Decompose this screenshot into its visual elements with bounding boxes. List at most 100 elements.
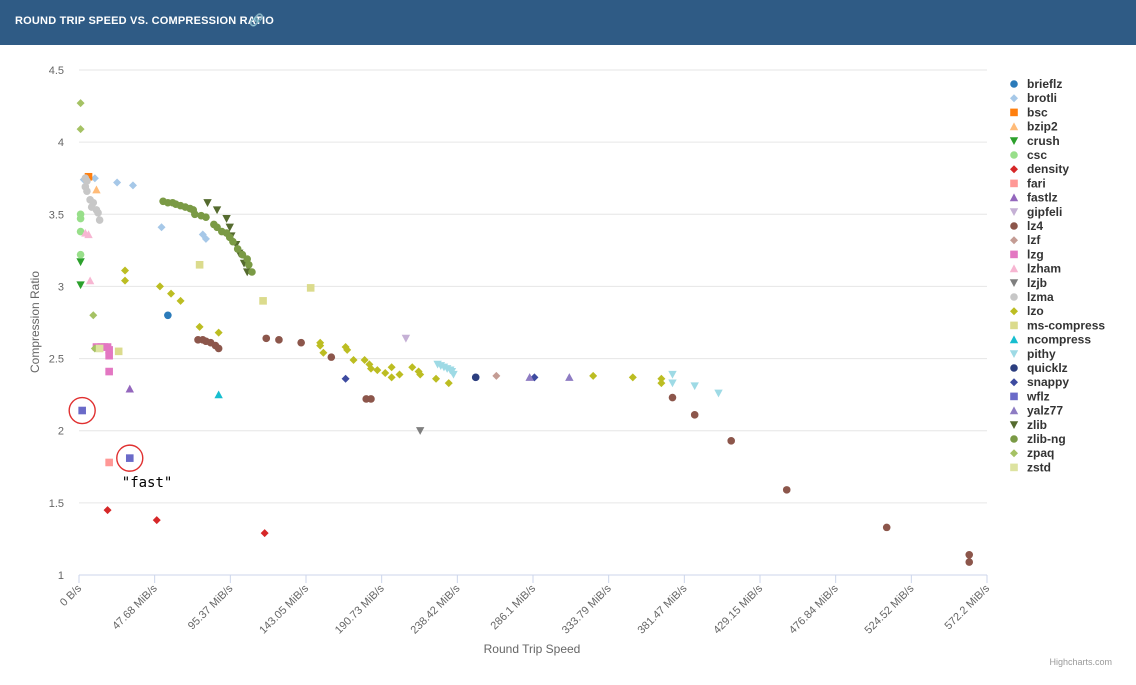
point-lz4[interactable]	[727, 437, 735, 445]
point-snappy[interactable]	[341, 374, 350, 383]
point-csc[interactable]	[76, 227, 85, 236]
legend-item-bzip2[interactable]: bzip2	[1009, 120, 1058, 134]
point-yalz77[interactable]	[525, 373, 534, 381]
credits-text[interactable]: Highcharts.com	[1049, 657, 1112, 667]
point-lzma[interactable]	[95, 216, 104, 224]
point-zlib-ng[interactable]	[243, 255, 252, 263]
point-brieflz[interactable]	[164, 311, 172, 320]
legend-item-wflz[interactable]: wflz	[1010, 389, 1050, 403]
legend-marker-lzma[interactable]	[1010, 293, 1018, 301]
point-lzo[interactable]	[432, 374, 441, 383]
legend-item-lzg[interactable]: lzg	[1010, 247, 1044, 261]
link-icon[interactable]: 🔗	[249, 13, 264, 27]
legend-item-lzma[interactable]: lzma	[1010, 290, 1054, 304]
point-pithy[interactable]	[690, 382, 699, 391]
legend-item-zlib[interactable]: zlib	[1009, 418, 1047, 432]
legend-item-lzf[interactable]: lzf	[1010, 233, 1041, 247]
point-pithy[interactable]	[668, 379, 677, 388]
legend-marker-brotli[interactable]	[1010, 94, 1018, 103]
point-brotli[interactable]	[90, 174, 99, 183]
legend-item-yalz77[interactable]: yalz77	[1009, 404, 1064, 418]
point-pithy[interactable]	[714, 389, 723, 398]
point-density[interactable]	[260, 529, 269, 538]
point-lzham[interactable]	[84, 230, 93, 239]
point-lzjb[interactable]	[415, 427, 425, 435]
legend-marker-lzg[interactable]	[1010, 250, 1018, 259]
point-pithy[interactable]	[668, 370, 677, 379]
point-zlib[interactable]	[212, 206, 222, 215]
point-ms-compress[interactable]	[259, 297, 267, 305]
point-zlib[interactable]	[225, 223, 234, 232]
point-csc[interactable]	[76, 250, 85, 259]
point-lz4[interactable]	[367, 395, 375, 403]
point-lzo[interactable]	[176, 296, 185, 305]
point-lzg[interactable]	[105, 346, 113, 354]
legend-marker-quicklz[interactable]	[1010, 364, 1018, 372]
point-lzo[interactable]	[349, 356, 358, 365]
point-lz4[interactable]	[965, 551, 974, 559]
legend-item-brotli[interactable]: brotli	[1010, 91, 1057, 105]
point-zpaq[interactable]	[89, 311, 98, 320]
point-brotli[interactable]	[113, 178, 122, 187]
legend-item-zstd[interactable]: zstd	[1010, 460, 1051, 474]
point-lz4[interactable]	[782, 486, 791, 494]
point-lzo[interactable]	[155, 282, 164, 291]
legend-marker-pithy[interactable]	[1009, 350, 1019, 358]
legend-marker-ms-compress[interactable]	[1010, 321, 1018, 330]
point-lzham[interactable]	[85, 276, 95, 285]
point-zlib-ng[interactable]	[202, 213, 210, 221]
point-lzo[interactable]	[121, 276, 130, 285]
legend-item-fastlz[interactable]: fastlz	[1009, 191, 1058, 205]
point-fari[interactable]	[105, 458, 113, 467]
legend-item-ms-compress[interactable]: ms-compress	[1010, 318, 1105, 332]
point-zlib-ng[interactable]	[248, 268, 256, 276]
legend-item-ncompress[interactable]: ncompress	[1009, 333, 1092, 347]
point-brotli[interactable]	[201, 234, 210, 243]
point-zstd[interactable]	[95, 344, 104, 353]
legend-marker-crush[interactable]	[1009, 137, 1019, 145]
point-lzo[interactable]	[360, 356, 369, 365]
legend-item-gipfeli[interactable]: gipfeli	[1009, 205, 1063, 219]
point-lzo[interactable]	[195, 322, 204, 331]
point-lzo[interactable]	[381, 369, 390, 377]
point-lzo[interactable]	[628, 373, 637, 382]
point-lzo[interactable]	[319, 348, 328, 357]
point-lzo[interactable]	[343, 345, 352, 354]
point-lzo[interactable]	[395, 370, 404, 379]
legend-marker-density[interactable]	[1010, 165, 1018, 174]
point-wflz[interactable]	[125, 454, 134, 462]
point-zlib-ng[interactable]	[244, 260, 253, 269]
point-density[interactable]	[103, 506, 112, 515]
legend-marker-lzf[interactable]	[1010, 236, 1018, 245]
point-lzo[interactable]	[657, 374, 666, 383]
legend-item-lzo[interactable]: lzo	[1010, 304, 1044, 318]
point-zlib-ng[interactable]	[191, 210, 199, 219]
legend-marker-yalz77[interactable]	[1009, 406, 1019, 415]
point-zpaq[interactable]	[76, 125, 85, 134]
legend-marker-fastlz[interactable]	[1009, 193, 1019, 202]
point-pithy[interactable]	[449, 370, 458, 379]
legend-item-zpaq[interactable]: zpaq	[1010, 446, 1054, 460]
legend-marker-zpaq[interactable]	[1010, 449, 1018, 458]
point-lzg[interactable]	[105, 351, 113, 360]
point-lzo[interactable]	[387, 373, 396, 382]
point-lzg[interactable]	[105, 367, 113, 376]
legend-marker-zstd[interactable]	[1010, 463, 1018, 472]
legend-item-csc[interactable]: csc	[1010, 148, 1047, 162]
point-lzo[interactable]	[316, 341, 325, 350]
point-zlib[interactable]	[203, 199, 212, 207]
point-lzo[interactable]	[121, 266, 130, 275]
point-lz4[interactable]	[275, 336, 283, 344]
point-lz4[interactable]	[882, 523, 891, 532]
point-lzma[interactable]	[83, 187, 91, 195]
legend-item-quicklz[interactable]: quicklz	[1010, 361, 1068, 375]
legend-marker-fari[interactable]	[1010, 179, 1018, 188]
point-density[interactable]	[152, 516, 161, 525]
point-yalz77[interactable]	[565, 373, 574, 381]
point-ms-compress[interactable]	[195, 260, 204, 269]
point-brotli[interactable]	[128, 181, 137, 190]
legend-marker-zlib[interactable]	[1009, 421, 1019, 429]
point-lzo[interactable]	[366, 364, 375, 373]
point-lz4[interactable]	[668, 393, 677, 402]
legend-item-crush[interactable]: crush	[1009, 134, 1060, 148]
